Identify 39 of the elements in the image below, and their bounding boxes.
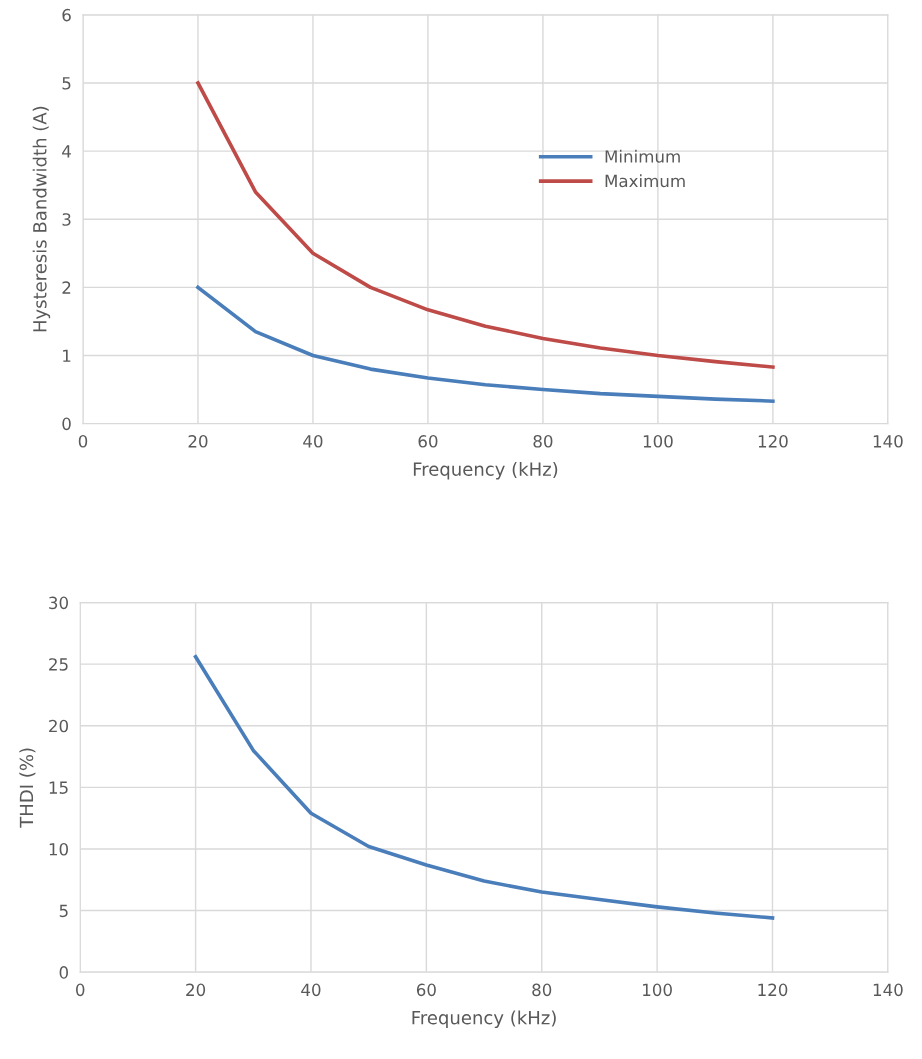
y-tick-label: 10 (49, 842, 68, 856)
x-tick-label: 80 (532, 983, 552, 997)
y-tick-label: 2 (62, 281, 71, 294)
legend-label: Minimum (605, 149, 680, 163)
x-axis-title: Frequency (kHz) (413, 461, 558, 480)
y-tick-label: 0 (62, 417, 71, 431)
line-series (193, 654, 775, 920)
x-tick-label: 60 (418, 435, 438, 448)
y-tick-label: 15 (49, 781, 68, 794)
y-tick-label: 25 (49, 658, 68, 671)
y-tick-label: 20 (49, 719, 68, 733)
x-tick-label: 20 (186, 983, 206, 997)
x-axis-title: Frequency (kHz) (412, 1010, 556, 1028)
x-tick-label: 100 (643, 983, 672, 997)
y-tick-label: 4 (62, 145, 71, 158)
x-tick-label: 40 (303, 435, 323, 448)
x-tick-label: 40 (301, 983, 321, 997)
y-tick-label: 5 (62, 77, 71, 90)
y-tick-label: 3 (62, 213, 71, 226)
y-tick-label: 6 (62, 8, 71, 22)
x-tick-label: 120 (758, 983, 788, 997)
x-tick-label: 120 (758, 435, 788, 448)
y-tick-label: 5 (59, 904, 68, 918)
y-tick-label: 30 (49, 596, 68, 610)
y-tick-label: 0 (59, 966, 68, 979)
x-tick-label: 140 (873, 435, 903, 448)
x-tick-label: 0 (78, 435, 88, 448)
y-axis-title: Hysteresis Bandwidth (A) (32, 106, 51, 332)
legend-label: Maximum (605, 174, 685, 188)
x-tick-label: 20 (188, 435, 208, 448)
y-tick-label: 1 (63, 349, 71, 362)
x-tick-label: 0 (76, 983, 85, 997)
x-tick-label: 140 (873, 983, 903, 997)
x-tick-label: 100 (643, 435, 673, 448)
x-tick-label: 60 (416, 983, 436, 997)
y-axis-title: THDI (%) (19, 748, 36, 828)
line-series (196, 81, 775, 369)
x-tick-label: 80 (533, 435, 553, 448)
line-series (196, 285, 775, 403)
